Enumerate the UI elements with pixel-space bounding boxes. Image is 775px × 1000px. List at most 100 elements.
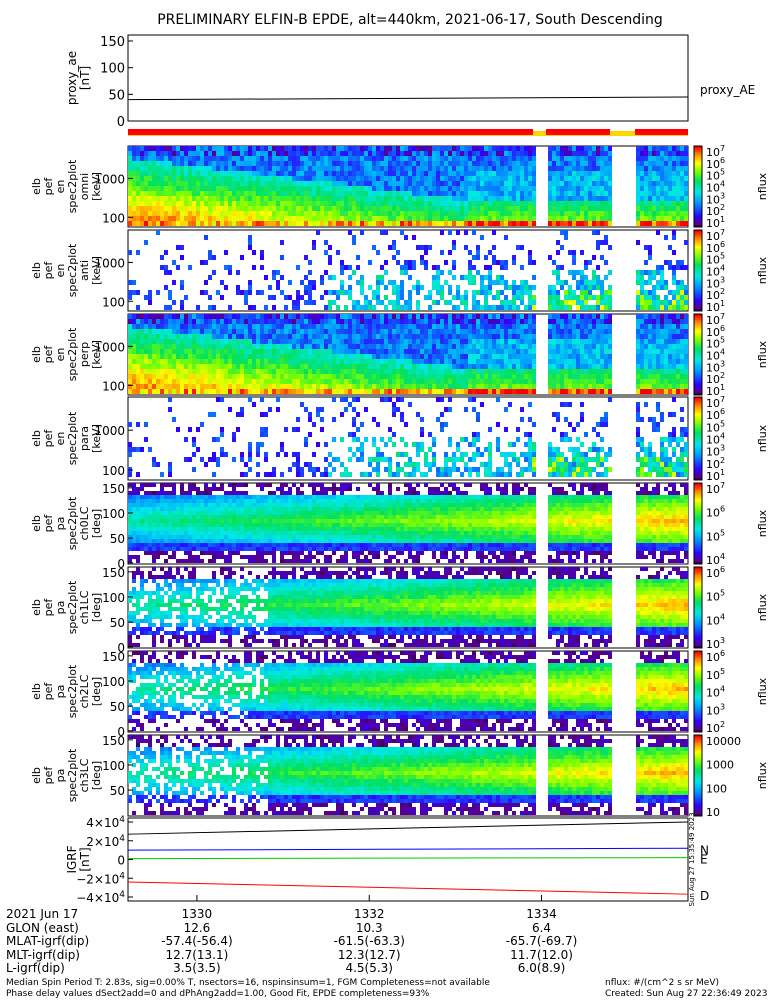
heatmap-cell [264,354,268,359]
heatmap-cell [556,369,560,374]
heatmap-cell [244,364,248,369]
heatmap-cell [416,161,420,166]
heatmap-cell [364,389,368,394]
heatmap-cell [368,389,372,394]
heatmap-cell [684,166,688,171]
heatmap-cell [472,230,476,235]
heatmap-cell [260,161,264,166]
heatmap-cell [508,349,512,354]
heatmap-cell [268,319,272,324]
heatmap-cell [192,216,196,221]
heatmap-cell [648,156,652,161]
heatmap-cell [140,344,144,349]
heatmap-cell [380,151,384,156]
heatmap-cell [144,211,148,216]
heatmap-cell [356,211,360,216]
heatmap-cell [176,374,180,379]
colorbar-segment [694,164,702,167]
heatmap-cell [392,305,396,310]
heatmap-cell [228,364,232,369]
heatmap-cell [644,191,648,196]
heatmap-cell [352,235,356,240]
heatmap-cell [648,280,652,285]
heatmap-cell [488,389,492,394]
heatmap-cell [148,161,152,166]
heatmap-cell [440,186,444,191]
heatmap-cell [528,324,532,329]
heatmap-cell [384,211,388,216]
heatmap-cell [560,216,564,221]
heatmap-cell [500,161,504,166]
heatmap-cell [636,176,640,181]
heatmap-cell [656,201,660,206]
heatmap-cell [376,314,380,319]
heatmap-cell [412,364,416,369]
heatmap-cell [400,265,404,270]
heatmap-cell [140,354,144,359]
heatmap-cell [444,324,448,329]
colorbar-segment [694,236,702,239]
heatmap-cell [352,374,356,379]
heatmap-cell [576,389,580,394]
heatmap-cell [232,374,236,379]
heatmap-cell [452,369,456,374]
heatmap-cell [428,151,432,156]
heatmap-cell [412,374,416,379]
heatmap-cell [504,280,508,285]
heatmap-cell [664,171,668,176]
heatmap-cell [588,319,592,324]
heatmap-cell [324,349,328,354]
heatmap-cell [672,171,676,176]
heatmap-cell [440,319,444,324]
heatmap-cell [252,186,256,191]
heatmap-cell [316,369,320,374]
heatmap-cell [188,181,192,186]
heatmap-cell [492,255,496,260]
heatmap-cell [668,181,672,186]
heatmap-cell [340,161,344,166]
heatmap-cell [604,354,608,359]
heatmap-cell [560,349,564,354]
heatmap-cell [364,364,368,369]
heatmap-cell [568,334,572,339]
heatmap-cell [484,329,488,334]
heatmap-cell [208,250,212,255]
heatmap-cell [596,339,600,344]
heatmap-cell [264,384,268,389]
heatmap-cell [240,186,244,191]
heatmap-cell [128,364,132,369]
colorbar-segment [694,192,702,196]
heatmap-cell [472,374,476,379]
heatmap-cell [384,389,388,394]
heatmap-cell [524,384,528,389]
heatmap-cell [656,374,660,379]
heatmap-cell [580,364,584,369]
heatmap-cell [160,339,164,344]
heatmap-cell [180,216,184,221]
heatmap-cell [332,369,336,374]
heatmap-cell [156,146,160,151]
heatmap-cell [268,201,272,206]
heatmap-cell [224,319,228,324]
heatmap-cell [448,181,452,186]
colorbar-segment [694,154,702,157]
heatmap-cell [152,364,156,369]
heatmap-cell [444,176,448,181]
heatmap-cell [684,354,688,359]
heatmap-cell [364,201,368,206]
heatmap-cell [372,196,376,201]
heatmap-cell [172,186,176,191]
heatmap-cell [320,221,324,226]
heatmap-cell [464,334,468,339]
heatmap-cell [308,334,312,339]
heatmap-cell [520,181,524,186]
heatmap-cell [248,211,252,216]
heatmap-cell [660,166,664,171]
heatmap-cell [560,334,564,339]
heatmap-cell [488,285,492,290]
heatmap-cell [392,364,396,369]
heatmap-cell [300,186,304,191]
heatmap-cell [680,156,684,161]
heatmap-cell [220,206,224,211]
